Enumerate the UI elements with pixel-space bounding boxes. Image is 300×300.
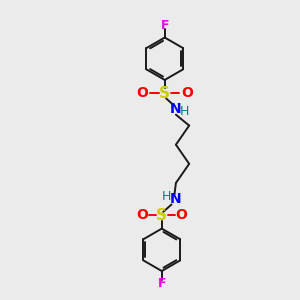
Text: N: N [170, 102, 182, 116]
Text: S: S [159, 86, 170, 101]
Text: H: H [162, 190, 171, 203]
Text: F: F [160, 19, 169, 32]
Text: O: O [181, 86, 193, 100]
Text: N: N [170, 192, 182, 206]
Text: H: H [179, 105, 189, 118]
Text: F: F [158, 277, 166, 290]
Text: S: S [156, 208, 167, 223]
Text: O: O [137, 86, 148, 100]
Text: O: O [137, 208, 148, 222]
Text: O: O [175, 208, 187, 222]
